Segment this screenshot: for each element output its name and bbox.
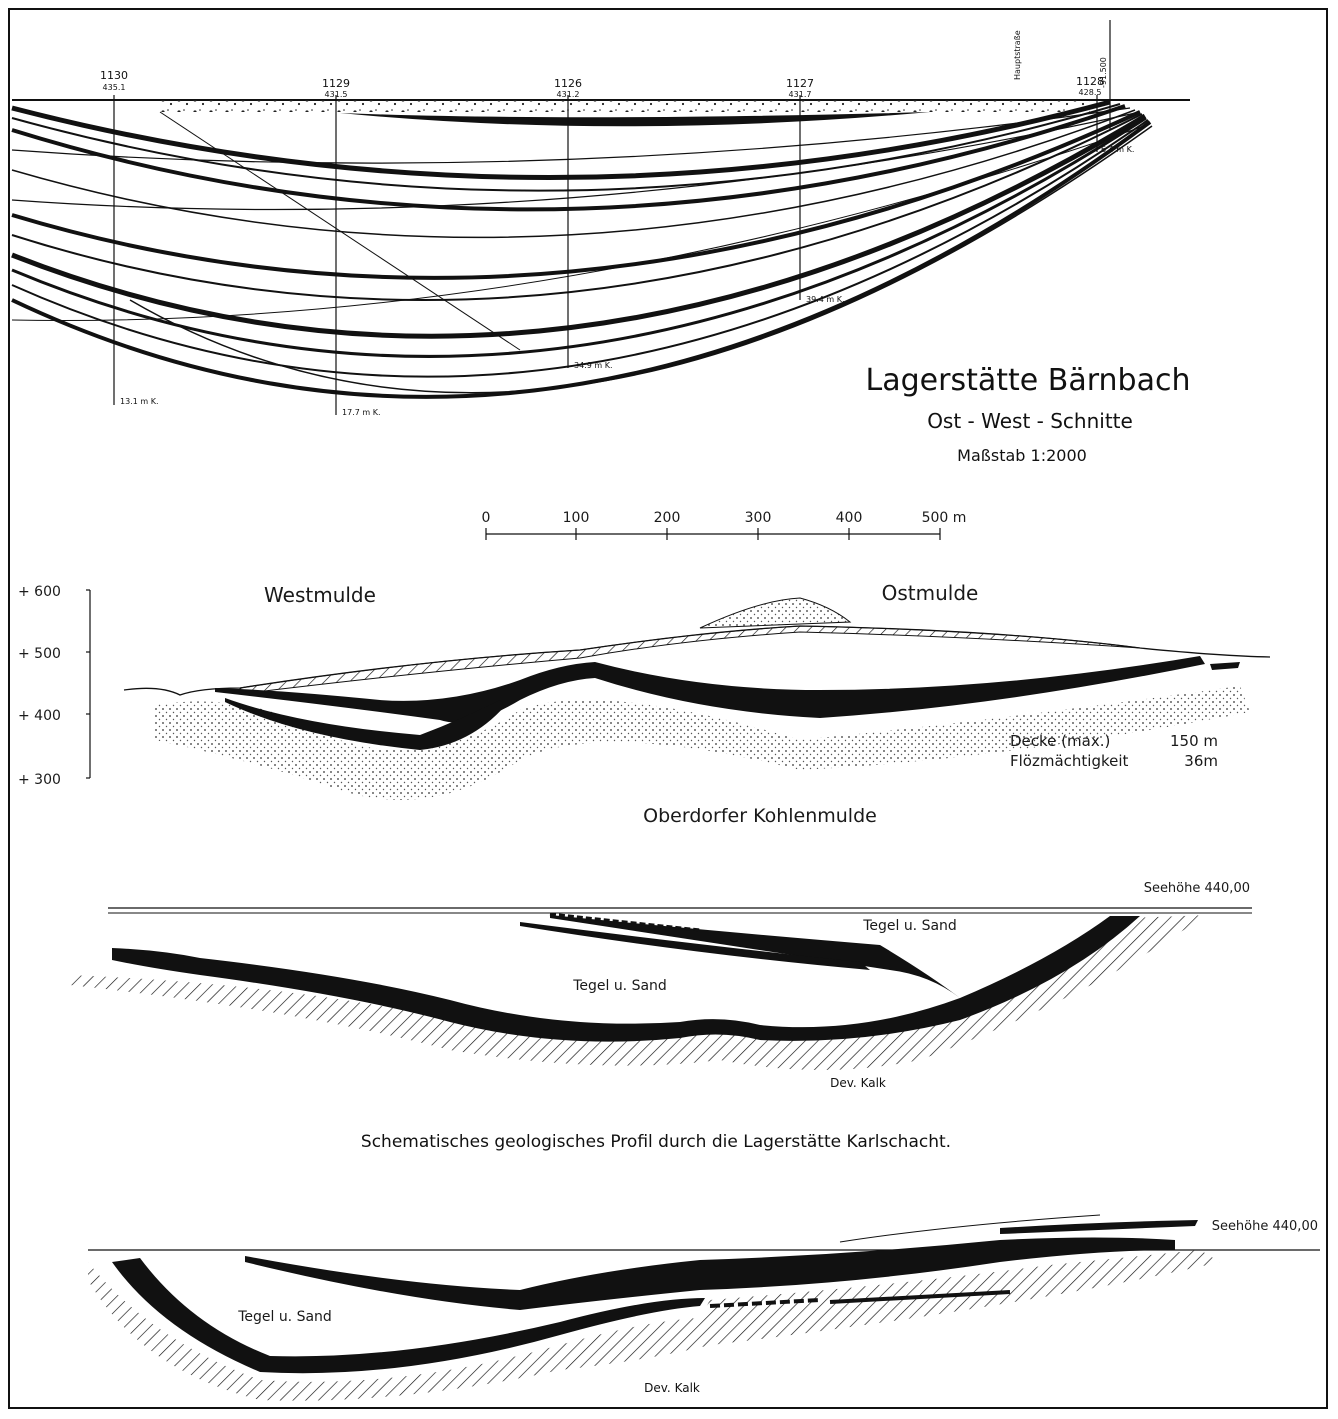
svg-text:431.5: 431.5 (325, 90, 348, 99)
svg-text:1129: 1129 (322, 77, 350, 90)
axis-tick-600: + 600 (18, 584, 61, 600)
legend-value-decke: 150 m (1170, 732, 1218, 750)
baernbach-section: 1130 435.1 13.1 m K. 1129 431.5 17.7 m K… (11, 20, 1191, 465)
svg-text:1126: 1126 (554, 77, 582, 90)
svg-text:39.4 m K.: 39.4 m K. (806, 295, 844, 304)
street-label: Hauptstraße (1013, 30, 1022, 80)
bottom-dev-kalk (88, 1250, 1220, 1401)
oberdorf-caption: Oberdorfer Kohlenmulde (643, 805, 877, 827)
scale-text: Maßstab 1:2000 (957, 446, 1087, 465)
basement (155, 686, 1250, 800)
karlschacht-label-upper: Tegel u. Sand (862, 918, 957, 934)
ostmulde-label: Ostmulde (882, 581, 979, 605)
svg-text:428.5: 428.5 (1079, 88, 1102, 97)
title: Lagerstätte Bärnbach (866, 363, 1191, 398)
svg-text:435.1: 435.1 (103, 83, 126, 92)
karlschacht-caption: Schematisches geologisches Profil durch … (361, 1132, 951, 1152)
axis-tick-300: + 300 (18, 772, 61, 788)
svg-text:431.7: 431.7 (789, 90, 812, 99)
svg-text:1127: 1127 (786, 77, 814, 90)
karlschacht-section: Seehöhe 440,00 Tegel u. Sand Tegel u. Sa… (70, 881, 1252, 1152)
scale-tick-200: 200 (654, 510, 681, 526)
scale-tick-500: 500 m (922, 510, 967, 526)
scale-tick-100: 100 (563, 510, 590, 526)
borehole-1129: 1129 431.5 17.7 m K. (322, 77, 380, 417)
scale-bar: 0 100 200 300 400 500 m (482, 510, 967, 540)
borehole-1130: 1130 435.1 13.1 m K. (100, 69, 158, 406)
westmulde-label: Westmulde (264, 583, 376, 607)
borehole-1126: 1126 431.2 34.9 m K. (554, 77, 612, 370)
subtitle: Ost - West - Schnitte (927, 409, 1133, 433)
scale-tick-0: 0 (482, 510, 491, 526)
legend: Decke (max.) 150 m Flözmächtigkeit 36m (1010, 732, 1218, 770)
svg-text:431.2: 431.2 (557, 90, 580, 99)
borehole-1127: 1127 431.7 39.4 m K. (786, 77, 844, 304)
axis-tick-400: + 400 (18, 708, 61, 724)
marker-label: -91.500 (1099, 57, 1108, 88)
coal-seams (11, 99, 1153, 399)
karlschacht-bedrock: Dev. Kalk (830, 1076, 886, 1090)
borehole-lines (113, 20, 1111, 415)
borehole-1128: 1128 428.5 6.4 m K. (1076, 75, 1134, 154)
legend-label-decke: Decke (max.) (1010, 732, 1110, 750)
svg-text:17.7 m K.: 17.7 m K. (342, 408, 380, 417)
bottom-profile: Seehöhe 440,00 Tegel u. Sand Dev. Kalk (88, 1214, 1320, 1401)
karlschacht-sea-level: Seehöhe 440,00 (1144, 881, 1250, 896)
oberdorf-section: + 600 + 500 + 400 + 300 Westmulde Ostmul… (18, 581, 1271, 827)
dev-kalk (70, 915, 1210, 1070)
bottom-bedrock: Dev. Kalk (644, 1381, 700, 1395)
karlschacht-label-lower: Tegel u. Sand (572, 978, 667, 994)
scale-tick-300: 300 (745, 510, 772, 526)
svg-text:6.4 m K.: 6.4 m K. (1101, 145, 1134, 154)
figure-frame (8, 8, 1328, 1409)
svg-text:34.9 m K.: 34.9 m K. (574, 361, 612, 370)
svg-text:13.1 m K.: 13.1 m K. (120, 397, 158, 406)
svg-text:1130: 1130 (100, 69, 128, 82)
svg-text:1128: 1128 (1076, 75, 1104, 88)
legend-label-floez: Flözmächtigkeit (1010, 752, 1129, 770)
axis-tick-500: + 500 (18, 646, 61, 662)
legend-value-floez: 36m (1184, 752, 1218, 770)
scale-tick-400: 400 (836, 510, 863, 526)
bottom-label: Tegel u. Sand (237, 1309, 332, 1325)
bottom-sea-level: Seehöhe 440,00 (1212, 1219, 1318, 1234)
gravel-cover (160, 100, 1090, 112)
